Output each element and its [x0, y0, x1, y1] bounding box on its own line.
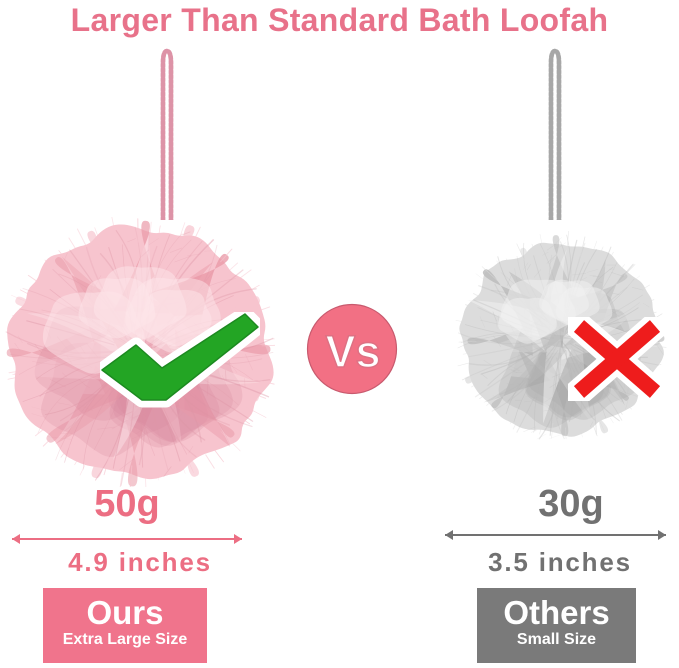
svg-text:Vs: Vs: [325, 326, 380, 377]
